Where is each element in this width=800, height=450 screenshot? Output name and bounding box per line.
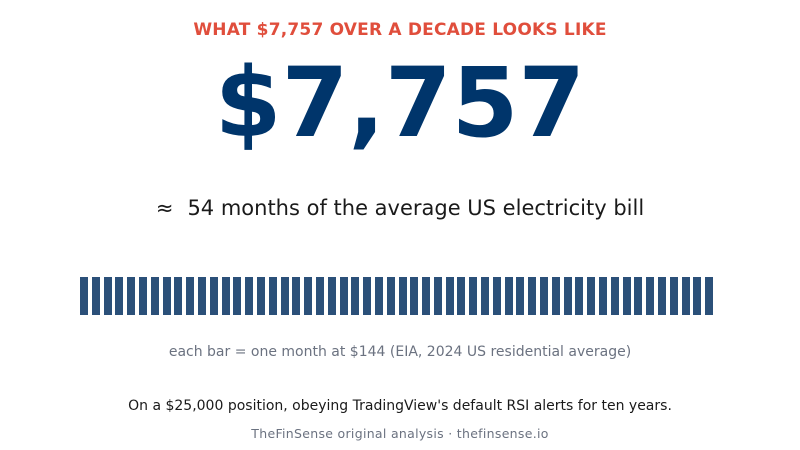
month-bar [351,277,360,315]
month-bar [304,277,313,315]
month-bar [410,277,419,315]
month-bar [587,277,596,315]
month-bar [433,277,442,315]
month-bar [292,277,301,315]
month-bar [80,277,89,315]
month-bar [516,277,525,315]
approx-symbol: ≈ [155,196,174,220]
month-bar [138,277,147,315]
month-bar [386,277,395,315]
month-bar [504,277,513,315]
month-bar [540,277,549,315]
month-bar [492,277,501,315]
month-bar [280,277,289,315]
month-bar [339,277,348,315]
month-bar [127,277,136,315]
month-bar [528,277,537,315]
month-bar [646,277,655,315]
equivalence-text: 54 months of the average US electricity … [187,196,645,220]
month-bar [457,277,466,315]
month-bar [693,277,702,315]
month-bar [575,277,584,315]
month-bar [422,277,431,315]
month-bar [563,277,572,315]
month-bar [469,277,478,315]
month-bar [705,277,714,315]
month-bar [115,277,124,315]
month-bar [245,277,254,315]
month-bar [315,277,324,315]
month-bar [327,277,336,315]
month-bar [91,277,100,315]
month-bars-strip [80,277,717,315]
month-bar [268,277,277,315]
month-bar [150,277,159,315]
bar-caption: each bar = one month at $144 (EIA, 2024 … [168,344,632,360]
month-bar [669,277,678,315]
month-bar [209,277,218,315]
month-bar [658,277,667,315]
month-bar [174,277,183,315]
month-bar [599,277,608,315]
month-bar [610,277,619,315]
month-bar [221,277,230,315]
headline-eyebrow: WHAT $7,757 OVER A DECADE LOOKS LIKE [193,20,607,40]
month-bar [398,277,407,315]
month-bar [233,277,242,315]
month-bar [363,277,372,315]
month-bar [481,277,490,315]
month-bar [622,277,631,315]
month-bar [551,277,560,315]
month-bar [256,277,265,315]
month-bar [634,277,643,315]
amount-figure: $7,757 [214,47,586,159]
source-credit: TheFinSense original analysis · thefinse… [251,426,549,441]
equivalence-line: ≈54 months of the average US electricity… [0,196,800,220]
context-note: On a $25,000 position, obeying TradingVi… [128,398,672,414]
month-bar [445,277,454,315]
month-bar [162,277,171,315]
month-bar [186,277,195,315]
month-bar [681,277,690,315]
month-bar [197,277,206,315]
month-bar [374,277,383,315]
month-bar [103,277,112,315]
